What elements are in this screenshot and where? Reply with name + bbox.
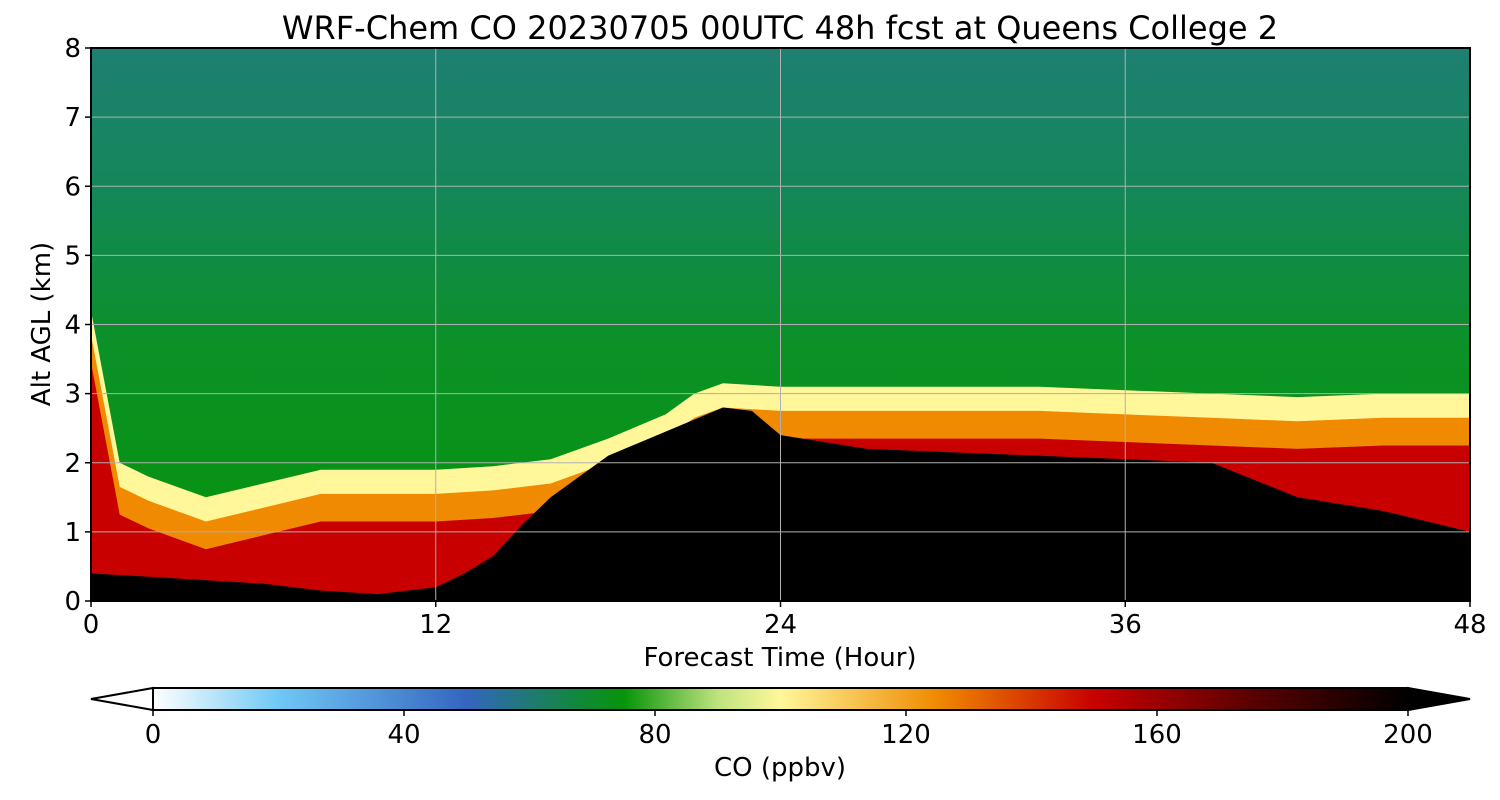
y-tick-label: 3 (64, 380, 81, 410)
y-tick-label: 6 (64, 172, 81, 202)
x-tick-label: 48 (1453, 610, 1486, 640)
x-axis-label: Forecast Time (Hour) (643, 643, 916, 673)
x-tick-label: 36 (1109, 610, 1142, 640)
chart-title: WRF-Chem CO 20230705 00UTC 48h fcst at Q… (282, 9, 1278, 47)
colorbar: 0 40 80 120 160 200 CO (ppbv) (90, 686, 1471, 783)
y-axis-label: Alt AGL (km) (27, 242, 57, 406)
x-axis-ticks: 0 12 24 36 48 (83, 601, 1487, 640)
x-tick-label: 12 (419, 610, 452, 640)
y-tick-label: 1 (64, 518, 81, 548)
y-tick-label: 8 (64, 34, 81, 64)
y-tick-label: 2 (64, 449, 81, 479)
y-tick-label: 0 (64, 587, 81, 617)
colorbar-extend-low (90, 686, 154, 712)
colorbar-tick-label: 120 (881, 720, 931, 750)
colorbar-tick-label: 40 (387, 720, 420, 750)
y-tick-label: 7 (64, 103, 81, 133)
y-tick-label: 5 (64, 241, 81, 271)
x-tick-label: 0 (83, 610, 100, 640)
colorbar-tick-label: 200 (1383, 720, 1433, 750)
colorbar-label: CO (ppbv) (714, 753, 846, 783)
y-tick-label: 4 (64, 311, 81, 341)
colorbar-frame (152, 687, 1409, 711)
colorbar-tick-label: 0 (145, 720, 162, 750)
x-tick-label: 24 (764, 610, 797, 640)
colorbar-extend-high (1407, 686, 1471, 712)
colorbar-ramp (153, 688, 1408, 710)
grid-lines (91, 48, 1470, 601)
y-axis-ticks: 0 1 2 3 4 5 6 7 8 (64, 34, 91, 617)
colorbar-ticks: 0 40 80 120 160 200 (145, 710, 1433, 750)
colorbar-tick-label: 160 (1132, 720, 1182, 750)
colorbar-tick-label: 80 (638, 720, 671, 750)
